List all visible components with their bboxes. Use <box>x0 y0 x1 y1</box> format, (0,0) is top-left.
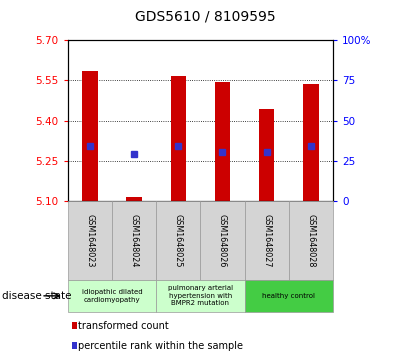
Text: GSM1648028: GSM1648028 <box>306 214 315 267</box>
Text: GSM1648026: GSM1648026 <box>218 214 227 267</box>
Bar <box>303 84 319 201</box>
Text: percentile rank within the sample: percentile rank within the sample <box>78 341 243 351</box>
Text: GSM1648027: GSM1648027 <box>262 214 271 267</box>
Bar <box>215 82 230 201</box>
Text: disease state: disease state <box>2 291 72 301</box>
Text: pulmonary arterial
hypertension with
BMPR2 mutation: pulmonary arterial hypertension with BMP… <box>168 285 233 306</box>
Text: transformed count: transformed count <box>78 321 169 331</box>
Text: GDS5610 / 8109595: GDS5610 / 8109595 <box>135 9 276 23</box>
Text: idiopathic dilated
cardiomyopathy: idiopathic dilated cardiomyopathy <box>82 289 142 303</box>
Bar <box>259 109 275 201</box>
Text: healthy control: healthy control <box>262 293 315 299</box>
Bar <box>126 197 142 201</box>
Bar <box>171 76 186 201</box>
Bar <box>82 71 98 201</box>
Text: GSM1648023: GSM1648023 <box>85 214 95 267</box>
Text: GSM1648025: GSM1648025 <box>174 214 183 267</box>
Text: GSM1648024: GSM1648024 <box>129 214 139 267</box>
